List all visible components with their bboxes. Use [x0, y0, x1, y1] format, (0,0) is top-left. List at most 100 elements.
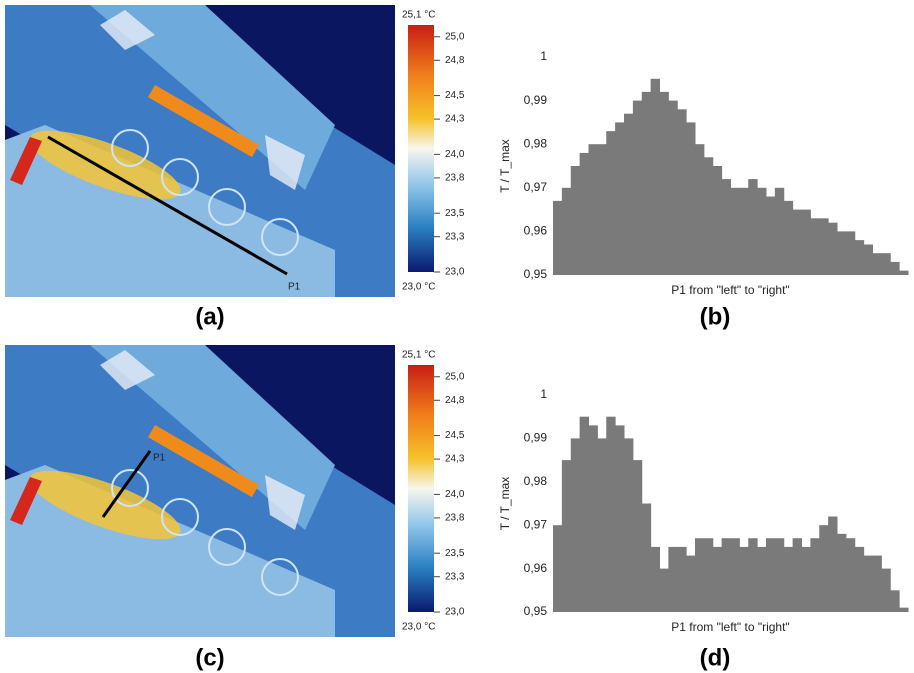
bar — [730, 187, 740, 275]
colorbar-tick-label: 25,0 — [445, 371, 465, 382]
colorbar-min: 23,0 °C — [402, 282, 435, 293]
colorbar-tick-label: 23,5 — [445, 548, 465, 559]
bar — [801, 546, 811, 612]
bar — [766, 538, 776, 612]
bar — [632, 460, 643, 612]
y-tick-label: 0,96 — [524, 561, 548, 575]
bar — [588, 144, 598, 275]
bar — [579, 152, 589, 275]
bar — [650, 78, 660, 275]
colorbar-tick-label: 24,5 — [445, 90, 465, 101]
bar — [819, 218, 829, 275]
bar — [721, 538, 731, 612]
bar — [624, 113, 634, 276]
bar — [659, 91, 669, 275]
bar — [739, 546, 749, 612]
bar — [553, 200, 563, 275]
bar — [774, 538, 785, 612]
colorbar-max: 25,1 °C — [402, 350, 435, 361]
colorbar-tick-label: 23,8 — [445, 173, 465, 184]
bar — [570, 438, 581, 612]
bar — [783, 200, 794, 275]
bar — [641, 503, 652, 612]
bar — [872, 253, 882, 275]
bar — [677, 546, 687, 612]
x-axis-title: P1 from "left" to "right" — [671, 283, 789, 297]
bar — [810, 218, 820, 275]
bar — [695, 144, 705, 275]
profile-label: P1 — [153, 453, 166, 464]
bar — [615, 122, 625, 276]
colorbar-tick-label: 25,0 — [445, 31, 465, 42]
colorbar-tick-label: 23,8 — [445, 513, 465, 524]
x-axis-title: P1 from "left" to "right" — [671, 620, 789, 634]
colorbar-tick-label: 24,0 — [445, 149, 465, 160]
y-tick-label: 0,95 — [524, 604, 548, 618]
y-tick-label: 1 — [540, 387, 547, 401]
bar — [748, 538, 758, 612]
bar — [721, 179, 731, 275]
bar — [703, 157, 714, 275]
bar — [579, 416, 589, 612]
y-tick-label: 0,95 — [524, 267, 548, 281]
bar — [561, 460, 572, 612]
bar — [854, 240, 865, 275]
bar — [597, 438, 607, 612]
bar — [828, 222, 838, 275]
bar — [624, 438, 634, 612]
bar — [757, 187, 767, 275]
bar — [863, 555, 873, 612]
bar — [561, 187, 572, 275]
bar — [899, 607, 909, 612]
bar — [890, 261, 900, 275]
bar — [686, 122, 696, 276]
bar — [845, 231, 856, 275]
bar — [712, 166, 723, 275]
bar — [828, 516, 838, 612]
bar — [881, 253, 891, 275]
y-tick-label: 0,97 — [524, 517, 548, 531]
colorbar-min: 23,0 °C — [402, 622, 435, 633]
colorbar-tick-label: 24,8 — [445, 55, 465, 66]
bar — [597, 144, 607, 275]
bar — [837, 533, 847, 612]
y-tick-label: 0,97 — [524, 180, 548, 194]
y-tick-label: 1 — [540, 49, 547, 63]
bar — [712, 546, 723, 612]
y-tick-label: 0,99 — [524, 93, 548, 107]
colorbar-tick-label: 24,5 — [445, 430, 465, 441]
bar — [792, 209, 802, 275]
bar — [748, 179, 758, 275]
thermal-image-c — [5, 345, 395, 637]
bar — [766, 196, 776, 275]
bar — [686, 555, 696, 612]
bar — [783, 546, 794, 612]
bar — [854, 546, 865, 612]
y-axis-title: T / T_max — [498, 139, 512, 193]
bar — [757, 546, 767, 612]
bar — [615, 425, 625, 612]
bar — [792, 538, 802, 612]
y-axis-title: T / T_max — [498, 477, 512, 531]
bar — [588, 425, 598, 612]
profile-label: P1 — [288, 282, 301, 293]
bar — [730, 538, 740, 612]
colorbar-tick-label: 23,3 — [445, 231, 465, 242]
bar — [739, 187, 749, 275]
panel-label: (d) — [700, 644, 731, 671]
bar — [845, 538, 856, 612]
colorbar-max: 25,1 °C — [402, 10, 435, 21]
colorbar-tick-label: 24,8 — [445, 395, 465, 406]
bar — [819, 525, 829, 612]
bar — [668, 546, 678, 612]
bar — [677, 109, 687, 275]
bar — [872, 555, 882, 612]
panel-label: (a) — [195, 303, 224, 330]
bar — [881, 568, 891, 612]
bar — [606, 416, 616, 612]
panel-label: (b) — [700, 303, 731, 330]
bar — [810, 538, 820, 612]
colorbar-tick-label: 23,3 — [445, 571, 465, 582]
colorbar-tick-label: 24,3 — [445, 114, 465, 125]
bar — [570, 166, 581, 275]
